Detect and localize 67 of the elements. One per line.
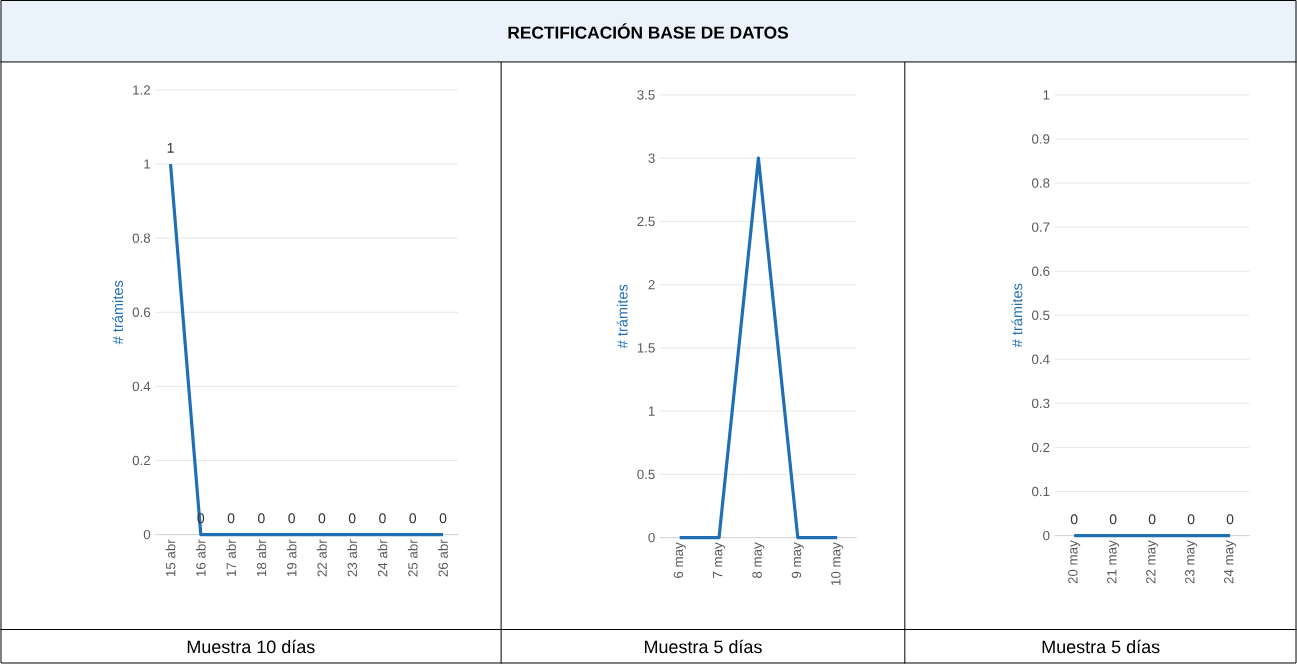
y-tick-label: 0 (648, 532, 655, 543)
data-label: 0 (409, 513, 417, 524)
x-tick-label: 6 may (673, 542, 686, 578)
y-tick-label: 0.9 (1032, 134, 1050, 144)
y-tick-label: 0.5 (637, 469, 655, 480)
x-tick-label: 26 abr (438, 539, 448, 577)
data-label: 0 (258, 513, 265, 524)
y-axis-title: # trámites (112, 280, 124, 345)
data-label: 1 (167, 143, 174, 153)
y-tick-label: 0.6 (1032, 266, 1050, 276)
y-tick-label: 1 (144, 159, 151, 169)
data-label: 0 (1070, 514, 1078, 525)
x-tick-label: 25 abr (407, 539, 418, 577)
y-tick-label: 1 (648, 406, 655, 416)
y-tick-label: 0.7 (1032, 222, 1050, 232)
data-label: 0 (1109, 514, 1117, 525)
x-tick-label: 17 abr (226, 539, 236, 577)
y-tick-label: 0 (1043, 530, 1050, 541)
y-tick-label: 0.4 (132, 381, 151, 392)
x-tick-label: 22 abr (317, 539, 327, 577)
x-tick-label: 15 abr (165, 539, 176, 577)
x-tick-label: 23 may (1185, 540, 1198, 584)
x-tick-label: 19 abr (286, 539, 297, 577)
x-tick-label: 18 abr (256, 539, 267, 577)
x-axis-title: Muestra 5 días (1042, 639, 1160, 654)
x-axis-title: Muestra 10 días (187, 639, 315, 654)
y-tick-label: 0.3 (1032, 398, 1050, 409)
data-label: 0 (1148, 514, 1156, 525)
y-tick-label: 0.8 (132, 233, 151, 243)
data-label: 0 (1226, 514, 1234, 525)
x-tick-label: 22 may (1146, 540, 1159, 584)
y-tick-label: 0.6 (132, 307, 151, 317)
x-tick-label: 23 abr (347, 539, 358, 577)
y-tick-label: 0 (143, 529, 151, 540)
x-tick-label: 8 may (752, 542, 765, 578)
y-tick-label: 0.8 (1032, 178, 1050, 188)
data-label: 0 (348, 513, 356, 524)
x-tick-label: 24 abr (377, 539, 388, 577)
chart-title: RECTIFICACIÓN BASE DE DATOS (508, 23, 788, 39)
y-axis-title: # trámites (616, 284, 628, 349)
y-tick-label: 0.4 (1032, 354, 1050, 365)
data-label: 0 (439, 513, 447, 524)
x-tick-label: 20 may (1068, 540, 1081, 584)
data-label: 0 (379, 513, 386, 524)
y-tick-label: 2.5 (637, 216, 655, 227)
x-axis-title: Muestra 5 días (644, 639, 762, 654)
x-tick-label: 24 may (1224, 540, 1237, 584)
x-tick-label: 9 may (791, 542, 804, 578)
y-tick-label: 3 (648, 153, 655, 163)
x-tick-label: 16 abr (195, 539, 206, 577)
data-label: 0 (1187, 514, 1195, 525)
x-tick-label: 10 may (831, 542, 844, 585)
x-tick-label: 21 may (1107, 540, 1120, 584)
y-tick-label: 3.5 (637, 90, 655, 100)
y-tick-label: 0.5 (1032, 310, 1050, 320)
data-label: 0 (227, 513, 235, 524)
y-tick-label: 0.1 (1032, 486, 1050, 497)
y-tick-label: 0.2 (132, 455, 151, 466)
x-tick-label: 7 may (713, 542, 726, 578)
y-tick-label: 1 (1043, 90, 1050, 100)
y-tick-label: 0.2 (1032, 442, 1050, 453)
y-tick-label: 1.5 (637, 343, 655, 353)
y-axis-title: # trámites (1011, 283, 1023, 348)
data-label: 0 (288, 513, 295, 524)
data-label: 0 (318, 513, 326, 524)
y-tick-label: 1.2 (133, 85, 151, 95)
y-tick-label: 2 (648, 279, 655, 290)
